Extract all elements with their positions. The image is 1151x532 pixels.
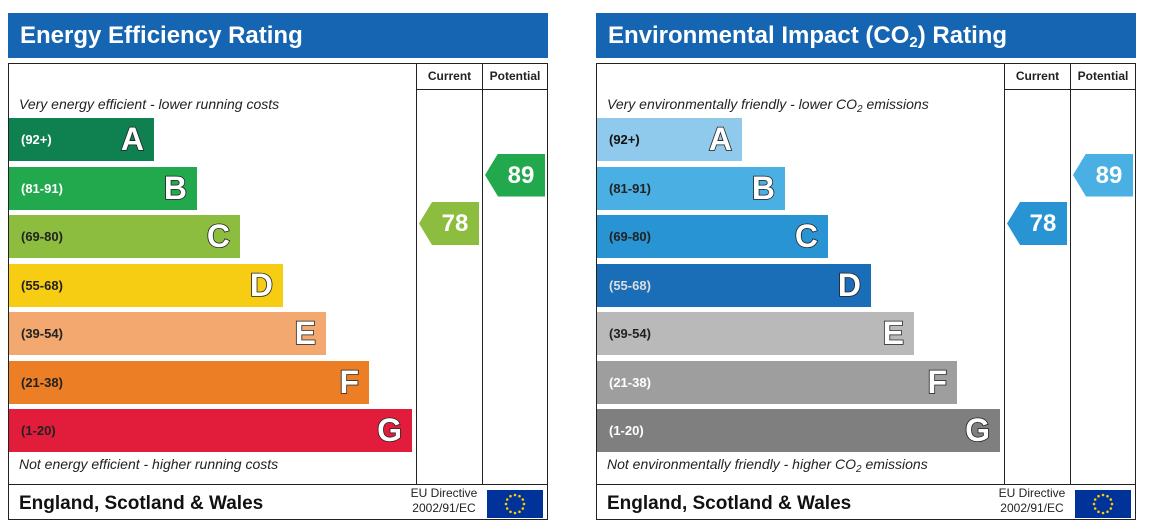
eu-star-icon <box>518 510 521 514</box>
energy-efficiency-panel: Energy Efficiency Rating Current Potenti… <box>8 13 548 520</box>
panel-title: Energy Efficiency Rating <box>8 13 548 58</box>
column-header-current: Current <box>427 69 472 83</box>
band-letter: G <box>964 411 990 449</box>
band-b: (81-91) B <box>597 166 785 210</box>
eu-star-icon <box>522 502 526 506</box>
eu-flag-icon <box>1075 490 1131 518</box>
band-range-label: (69-80) <box>21 229 63 244</box>
eu-star-icon <box>1092 502 1096 506</box>
eu-star-icon <box>1097 494 1100 498</box>
band-range-label: (21-38) <box>21 374 63 390</box>
band-f: (21-38) F <box>597 360 957 404</box>
current-rating-arrow: 78 <box>419 202 479 245</box>
band-letter: B <box>751 169 776 207</box>
band-b: (81-91) B <box>9 166 197 210</box>
eu-star-icon <box>518 494 521 498</box>
rating-frame: Current Potential Very energy efficient … <box>8 63 548 520</box>
potential-rating-arrow: 89 <box>485 153 545 197</box>
band-range-label: (55-68) <box>609 277 651 293</box>
eu-star-icon <box>1093 498 1097 501</box>
band-g: (1-20) G <box>597 409 1000 452</box>
divider <box>482 64 483 484</box>
eu-star-icon <box>1110 502 1114 506</box>
divider <box>597 484 1135 485</box>
band-range-label: (81-91) <box>609 180 651 196</box>
potential-rating-arrow: 89 <box>1073 153 1133 197</box>
region-label: England, Scotland & Wales <box>19 493 264 514</box>
band-f: (21-38) F <box>9 360 369 404</box>
eu-star-icon <box>505 507 509 510</box>
band-range-label: (69-80) <box>609 229 651 244</box>
band-e: (39-54) E <box>9 312 326 355</box>
band-letter: D <box>249 266 274 304</box>
band-letter: F <box>339 363 360 401</box>
caption-bottom: Not energy efficient - higher running co… <box>19 456 279 472</box>
band-a: (92+) A <box>597 118 742 161</box>
caption-top: Very energy efficient - lower running co… <box>19 96 280 112</box>
eu-star-icon <box>1097 510 1100 514</box>
band-range-label: (92+) <box>609 132 640 147</box>
band-letter: C <box>206 217 231 255</box>
band-range-label: (92+) <box>21 132 52 147</box>
eu-star-icon <box>1101 511 1105 515</box>
eu-star-icon <box>1109 507 1113 510</box>
caption-top: Very environmentally friendly - lower CO… <box>607 96 929 115</box>
band-d: (55-68) D <box>597 263 871 307</box>
eu-star-icon <box>1109 498 1113 501</box>
eu-star-icon <box>1106 510 1109 514</box>
eu-directive-text: EU Directive 2002/91/EC <box>998 486 1066 515</box>
region-label: England, Scotland & Wales <box>607 493 852 514</box>
band-c: (69-80) C <box>597 215 828 258</box>
band-a: (92+) A <box>9 118 154 161</box>
divider <box>1004 89 1135 90</box>
eu-star-icon <box>509 510 512 514</box>
eu-star-icon <box>513 493 517 497</box>
band-range-label: (1-20) <box>21 423 56 438</box>
column-header-current: Current <box>1015 69 1060 83</box>
eu-star-icon <box>513 511 517 515</box>
rating-frame: Current Potential Very environmentally f… <box>596 63 1136 520</box>
environmental-impact-panel: Environmental Impact (CO2) Rating Curren… <box>596 13 1136 520</box>
band-range-label: (1-20) <box>609 423 644 438</box>
eu-star-icon <box>521 498 525 501</box>
eu-star-icon <box>504 502 508 506</box>
band-letter: E <box>294 314 317 352</box>
band-d: (55-68) D <box>9 263 283 307</box>
divider <box>1004 64 1005 484</box>
band-letter: C <box>794 217 819 255</box>
band-c: (69-80) C <box>9 215 240 258</box>
divider <box>416 89 547 90</box>
band-range-label: (55-68) <box>21 277 63 293</box>
eu-star-icon <box>521 507 525 510</box>
band-range-label: (81-91) <box>21 180 63 196</box>
band-letter: G <box>376 411 402 449</box>
band-letter: F <box>927 363 948 401</box>
eu-flag-icon <box>487 490 543 518</box>
eu-star-icon <box>505 498 509 501</box>
band-letter: A <box>120 120 145 158</box>
eu-star-icon <box>1101 493 1105 497</box>
band-letter: D <box>837 266 862 304</box>
eu-directive-text: EU Directive 2002/91/EC <box>410 486 478 515</box>
band-letter: B <box>163 169 188 207</box>
band-letter: A <box>708 120 733 158</box>
column-header-potential: Potential <box>1077 69 1129 83</box>
divider <box>416 64 417 484</box>
current-rating-arrow: 78 <box>1007 202 1067 245</box>
eu-star-icon <box>1106 494 1109 498</box>
eu-star-icon <box>1093 507 1097 510</box>
eu-star-icon <box>509 494 512 498</box>
band-range-label: (39-54) <box>21 326 63 341</box>
divider <box>9 484 547 485</box>
band-range-label: (21-38) <box>609 374 651 390</box>
panel-title: Environmental Impact (CO2) Rating <box>596 13 1136 58</box>
divider <box>1070 64 1071 484</box>
band-range-label: (39-54) <box>609 326 651 341</box>
band-e: (39-54) E <box>597 312 914 355</box>
caption-bottom: Not environmentally friendly - higher CO… <box>607 456 928 475</box>
band-g: (1-20) G <box>9 409 412 452</box>
band-letter: E <box>882 314 905 352</box>
column-header-potential: Potential <box>489 69 541 83</box>
